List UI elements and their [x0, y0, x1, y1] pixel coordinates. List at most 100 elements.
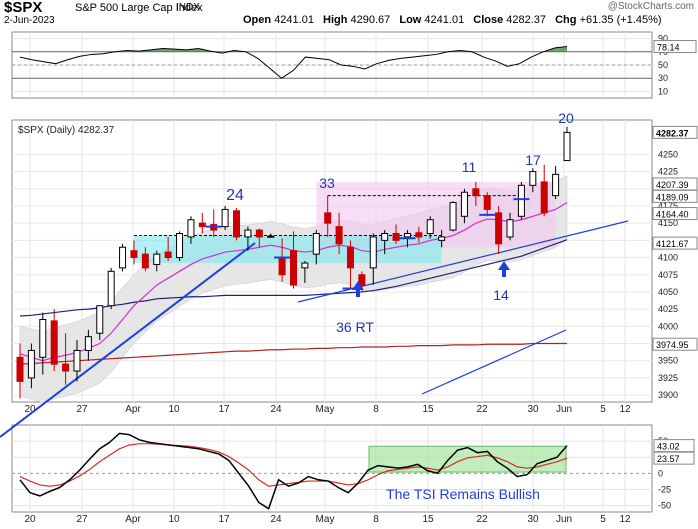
x-tick-label-bottom: 20	[24, 514, 36, 525]
candle-body	[290, 250, 297, 286]
tsi-tick-label: 0	[658, 468, 663, 478]
candle-body	[39, 318, 47, 358]
rsi-tick-label: 50	[658, 60, 668, 70]
candle-body	[358, 274, 366, 286]
count-annotation: 14	[493, 287, 509, 303]
price-tick-label: 4025	[658, 304, 678, 314]
candle-body	[346, 246, 354, 269]
candle-body	[27, 349, 35, 379]
x-tick-label: 24	[270, 404, 282, 415]
tsi-tick-label: -50	[658, 501, 671, 511]
candle-body	[324, 212, 332, 224]
candle-body	[403, 232, 411, 238]
price-label-box	[652, 337, 698, 351]
symbol-label: $SPX	[4, 0, 43, 16]
trendline-long	[0, 242, 256, 438]
candle-body	[312, 232, 320, 255]
close-value: 4282.37	[506, 14, 547, 26]
x-tick-label: 30	[527, 404, 539, 415]
candle-body	[540, 181, 548, 214]
candle-body	[244, 229, 252, 238]
candle-body	[472, 188, 480, 197]
x-tick-label: Jun	[556, 404, 572, 415]
ma-200-line	[19, 342, 567, 365]
rsi-tick-label: 30	[658, 73, 668, 83]
chart-header: $SPX S&P 500 Large Cap Index INDX 2-Jun-…	[0, 0, 698, 30]
close-label: Close	[473, 14, 504, 26]
x-tick-label: 5	[600, 404, 606, 415]
price-tick-label: 4050	[658, 287, 678, 297]
price-label-box	[652, 125, 698, 139]
price-label-box	[652, 207, 698, 221]
price-label: 3974.95	[656, 340, 689, 350]
high-label: High	[323, 14, 348, 26]
x-tick-label: 20	[24, 404, 36, 415]
rsi-value-box	[653, 40, 697, 54]
x-tick-label: Apr	[125, 404, 141, 415]
candle-body	[255, 229, 263, 238]
candle-body	[107, 270, 115, 307]
candle-body	[392, 232, 400, 241]
price-tick-label: 3950	[658, 356, 678, 366]
candle-body	[16, 356, 24, 382]
price-tick-label: 4175	[658, 201, 678, 211]
x-tick-label-bottom: 5	[600, 514, 606, 525]
candle-body	[267, 235, 275, 238]
x-tick-label-bottom: 22	[476, 514, 488, 525]
price-tick-label: 4075	[658, 270, 678, 280]
price-label: 4189.09	[656, 192, 689, 202]
candle-body	[415, 232, 423, 238]
low-label: Low	[399, 14, 422, 26]
tsi-current-value: 43.02	[657, 442, 680, 452]
candle-body	[164, 251, 172, 259]
candle-body	[187, 219, 195, 238]
x-tick-label: 22	[476, 404, 488, 415]
candle-body	[141, 253, 149, 269]
candle-body	[221, 208, 229, 228]
candle-body	[153, 253, 161, 265]
candle-body	[563, 131, 571, 162]
x-tick-label-bottom: 8	[373, 514, 379, 525]
candle-body	[130, 250, 138, 259]
x-tick-label: 17	[218, 404, 230, 415]
x-tick-label: 12	[619, 404, 631, 415]
x-tick-label-bottom: 27	[76, 514, 88, 525]
candle-body	[198, 222, 206, 228]
date-label: 2-Jun-2023	[4, 15, 55, 26]
candle-body	[335, 226, 343, 245]
candle-body	[62, 363, 70, 372]
candle-body	[495, 212, 503, 245]
candle-body	[233, 210, 241, 238]
candle-body	[96, 305, 104, 334]
candle-body	[278, 257, 286, 276]
candle-body	[301, 262, 309, 269]
price-tick-label: 4225	[658, 167, 678, 177]
candle-body	[119, 246, 127, 269]
price-tick-label: 4250	[658, 149, 678, 159]
candle-body	[438, 236, 446, 241]
candle-body	[506, 219, 514, 238]
tsi-signal-value-box	[653, 451, 695, 465]
price-tick-label: 3900	[658, 390, 678, 400]
x-tick-label: 27	[76, 404, 88, 415]
candle-body	[529, 171, 537, 186]
x-tick-label-bottom: 24	[270, 514, 282, 525]
change-value: +61.35 (+1.45%)	[579, 14, 662, 26]
price-label-box	[652, 236, 698, 250]
x-tick-label-bottom: May	[316, 514, 335, 525]
count-annotation: 24	[226, 187, 244, 204]
x-tick-label-bottom: 30	[527, 514, 539, 525]
candle-body	[84, 336, 92, 351]
x-tick-label: 10	[168, 404, 180, 415]
tsi-signal-line	[19, 443, 568, 487]
rsi-current-value: 78.14	[657, 43, 680, 53]
candle-body	[449, 202, 457, 231]
up-arrow-36rt	[352, 281, 364, 297]
rsi-line	[19, 46, 568, 79]
price-label: 4207.39	[656, 180, 689, 190]
price-legend: $SPX (Daily) 4282.37	[18, 125, 115, 136]
candle-body	[381, 232, 389, 241]
count-annotation: 36 RT	[336, 319, 374, 335]
x-tick-label: 15	[422, 404, 434, 415]
